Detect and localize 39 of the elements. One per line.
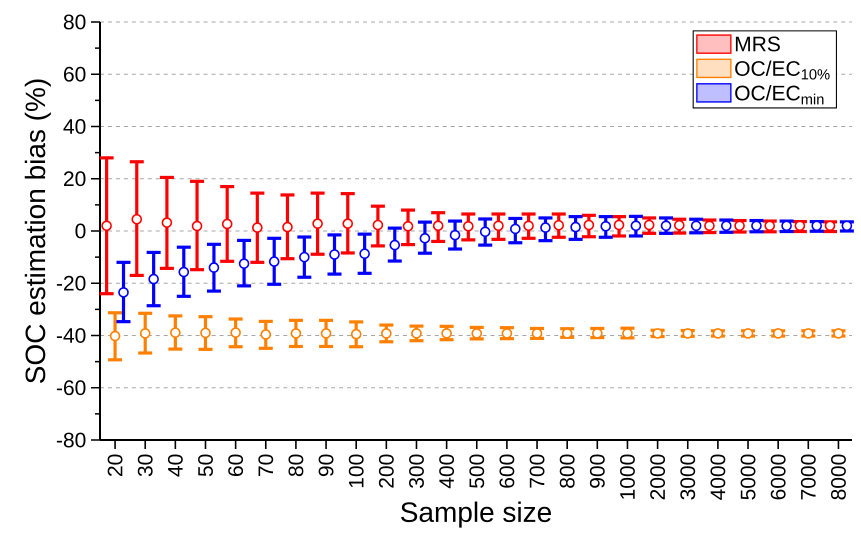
x-tick-label: 90 [318,454,334,476]
x-tick-label: 5000 [740,454,756,500]
y-tick-label: -60 [56,380,86,396]
y-tick-label: -40 [56,328,86,343]
x-tick-label: 800 [560,454,575,488]
x-tick-label: 100 [348,454,364,488]
y-tick-label: 40 [63,119,86,134]
x-tick-label: 700 [530,454,544,488]
x-tick-label: 60 [228,454,244,476]
x-tick-label: 400 [439,454,454,488]
y-tick-label: -20 [56,276,86,291]
legend-label: MRS [736,36,780,52]
y-tick-label: 20 [64,171,86,186]
x-axis-title: Sample size [401,502,551,528]
x-tick-label: 600 [499,454,514,488]
x-tick-label: 80 [288,454,304,476]
x-tick-label: 200 [378,454,394,488]
y-tick-label: -80 [56,432,86,448]
y-axis-title: SOC estimation bias (%) [24,80,51,383]
y-tick-label: 0 [75,224,86,238]
x-tick-label: 50 [198,454,213,476]
x-tick-label: 8000 [831,454,846,500]
x-tick-label: 40 [168,454,183,477]
x-tick-label: 300 [409,454,424,488]
y-tick-label: 60 [64,66,86,82]
x-tick-label: 2000 [650,454,666,500]
x-tick-label: 30 [138,454,153,476]
x-tick-label: 7000 [800,454,816,500]
legend-label: OC/EC$_{min}$ [735,85,824,104]
legend-label: OC/EC$_{10%}$ [735,60,830,80]
x-tick-label: 4000 [710,454,726,500]
x-tick-label: 6000 [770,454,786,500]
x-tick-label: 1000 [620,454,635,499]
x-tick-label: 3000 [680,454,696,500]
x-tick-label: 500 [469,454,484,488]
x-tick-label: 20 [108,454,123,476]
x-tick-label: 70 [258,454,274,476]
y-tick-label: 80 [64,14,86,30]
x-tick-label: 900 [590,454,605,488]
